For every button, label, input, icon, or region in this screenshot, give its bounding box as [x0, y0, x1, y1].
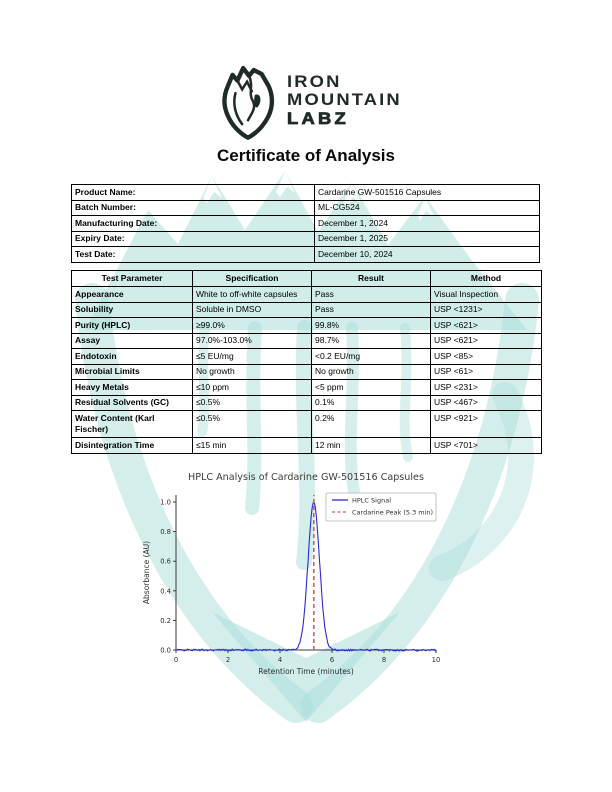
- mountain-shield-icon: [222, 65, 274, 140]
- result-cell: 0.2%: [311, 410, 431, 438]
- spec-cell: ≤15 min: [192, 437, 312, 454]
- svg-text:1.0: 1.0: [160, 499, 171, 507]
- svg-text:10: 10: [432, 656, 441, 664]
- test-date-label: Test Date:: [71, 246, 315, 263]
- manufacturing-date-label: Manufacturing Date:: [71, 215, 315, 232]
- method-cell: USP <621>: [430, 332, 542, 349]
- result-cell: 99.8%: [311, 317, 431, 334]
- method-cell: USP <1231>: [430, 301, 542, 318]
- result-cell: Pass: [311, 286, 431, 303]
- table-row: Microbial Limits No growth No growth USP…: [71, 363, 542, 380]
- brand-line-mountain: MOUNTAIN: [286, 89, 402, 109]
- result-cell: <0.2 EU/mg: [311, 348, 431, 365]
- table-row: Manufacturing Date: December 1, 2024: [71, 215, 540, 232]
- result-cell: Pass: [311, 301, 431, 318]
- svg-text:0: 0: [174, 656, 178, 664]
- spec-cell: 97.0%-103.0%: [192, 332, 312, 349]
- spec-cell: No growth: [192, 363, 312, 380]
- method-cell: USP <61>: [430, 363, 542, 380]
- svg-text:0.2: 0.2: [160, 617, 171, 625]
- param-cell: Water Content (Karl Fischer): [71, 410, 193, 438]
- method-cell: USP <621>: [430, 317, 542, 334]
- table-row: Purity (HPLC) ≥99.0% 99.8% USP <621>: [71, 317, 542, 334]
- test-results-table: Test Parameter Specification Result Meth…: [71, 270, 542, 454]
- result-cell: 12 min: [311, 437, 431, 454]
- table-row: Residual Solvents (GC) ≤0.5% 0.1% USP <4…: [71, 394, 542, 411]
- param-cell: Purity (HPLC): [71, 317, 193, 334]
- svg-text:Cardarine Peak (5.3 min): Cardarine Peak (5.3 min): [352, 509, 433, 517]
- table-row: Batch Number: ML-CG524: [71, 199, 540, 216]
- test-date-value: December 10, 2024: [314, 246, 540, 263]
- table-row: Expiry Date: December 1, 2025: [71, 230, 540, 247]
- result-cell: 98.7%: [311, 332, 431, 349]
- expiry-date-label: Expiry Date:: [71, 230, 315, 247]
- table-header-row: Test Parameter Specification Result Meth…: [71, 270, 542, 287]
- spec-cell: ≤0.5%: [192, 394, 312, 411]
- table-row: Assay 97.0%-103.0% 98.7% USP <621>: [71, 332, 542, 349]
- svg-text:Absorbance (AU): Absorbance (AU): [142, 541, 151, 604]
- col-method: Method: [430, 270, 542, 287]
- param-cell: Microbial Limits: [71, 363, 193, 380]
- spec-cell: ≥99.0%: [192, 317, 312, 334]
- param-cell: Heavy Metals: [71, 379, 193, 396]
- svg-text:4: 4: [278, 656, 282, 664]
- spec-cell: White to off-white capsules: [192, 286, 312, 303]
- spec-cell: ≤0.5%: [192, 410, 312, 438]
- manufacturing-date-value: December 1, 2024: [314, 215, 540, 232]
- table-row: Heavy Metals ≤10 ppm <5 ppm USP <231>: [71, 379, 542, 396]
- batch-number-label: Batch Number:: [71, 199, 315, 216]
- col-specification: Specification: [192, 270, 312, 287]
- table-row: Solubility Soluble in DMSO Pass USP <123…: [71, 301, 542, 318]
- hplc-chromatogram-plot: 0 2 4 6 8 10 0.0 0.2 0.4 0.6 0.8 1.0 Retention Time …: [142, 472, 441, 676]
- svg-text:Retention Time (minutes): Retention Time (minutes): [258, 667, 354, 676]
- svg-text:0.8: 0.8: [160, 528, 171, 536]
- col-result: Result: [311, 270, 431, 287]
- batch-number-value: ML-CG524: [314, 199, 540, 216]
- param-cell: Solubility: [71, 301, 193, 318]
- expiry-date-value: December 1, 2025: [314, 230, 540, 247]
- param-cell: Assay: [71, 332, 193, 349]
- spec-cell: ≤10 ppm: [192, 379, 312, 396]
- method-cell: USP <231>: [430, 379, 542, 396]
- page-title: Certificate of Analysis: [217, 146, 395, 165]
- param-cell: Residual Solvents (GC): [71, 394, 193, 411]
- method-cell: USP <701>: [430, 437, 542, 454]
- product-info-table: Product Name: Cardarine GW-501516 Capsul…: [71, 184, 540, 263]
- svg-text:6: 6: [330, 656, 334, 664]
- col-test-parameter: Test Parameter: [71, 270, 193, 287]
- table-row: Test Date: December 10, 2024: [71, 246, 540, 263]
- table-row: Disintegration Time ≤15 min 12 min USP <…: [71, 437, 542, 454]
- table-row: Water Content (Karl Fischer) ≤0.5% 0.2% …: [71, 410, 542, 438]
- svg-text:8: 8: [382, 656, 386, 664]
- hplc-chart: 0 2 4 6 8 10 0.0 0.2 0.4 0.6 0.8 1.0 Retention Time …: [138, 466, 462, 697]
- svg-text:0.4: 0.4: [160, 587, 171, 595]
- method-cell: USP <467>: [430, 394, 542, 411]
- svg-text:2: 2: [226, 656, 230, 664]
- product-name-label: Product Name:: [71, 184, 315, 201]
- method-cell: USP <85>: [430, 348, 542, 365]
- brand-line-labz: LABZ: [286, 108, 349, 128]
- brand-line-iron: IRON: [286, 71, 342, 91]
- svg-text:HPLC Analysis of Cardarine GW-: HPLC Analysis of Cardarine GW-501516 Cap…: [188, 472, 424, 483]
- svg-text:0.6: 0.6: [160, 558, 171, 566]
- table-row: Appearance White to off-white capsules P…: [71, 286, 542, 303]
- method-cell: Visual Inspection: [430, 286, 542, 303]
- product-name-value: Cardarine GW-501516 Capsules: [314, 184, 540, 201]
- spec-cell: Soluble in DMSO: [192, 301, 312, 318]
- table-row: Product Name: Cardarine GW-501516 Capsul…: [71, 184, 540, 201]
- result-cell: <5 ppm: [311, 379, 431, 396]
- result-cell: 0.1%: [311, 394, 431, 411]
- param-cell: Disintegration Time: [71, 437, 193, 454]
- method-cell: USP <921>: [430, 410, 542, 438]
- result-cell: No growth: [311, 363, 431, 380]
- svg-text:HPLC Signal: HPLC Signal: [352, 497, 391, 505]
- param-cell: Endotoxin: [71, 348, 193, 365]
- table-row: Endotoxin ≤5 EU/mg <0.2 EU/mg USP <85>: [71, 348, 542, 365]
- brand-logo: IRON MOUNTAIN LABZ: [0, 60, 612, 140]
- svg-text:0.0: 0.0: [160, 647, 171, 655]
- spec-cell: ≤5 EU/mg: [192, 348, 312, 365]
- param-cell: Appearance: [71, 286, 193, 303]
